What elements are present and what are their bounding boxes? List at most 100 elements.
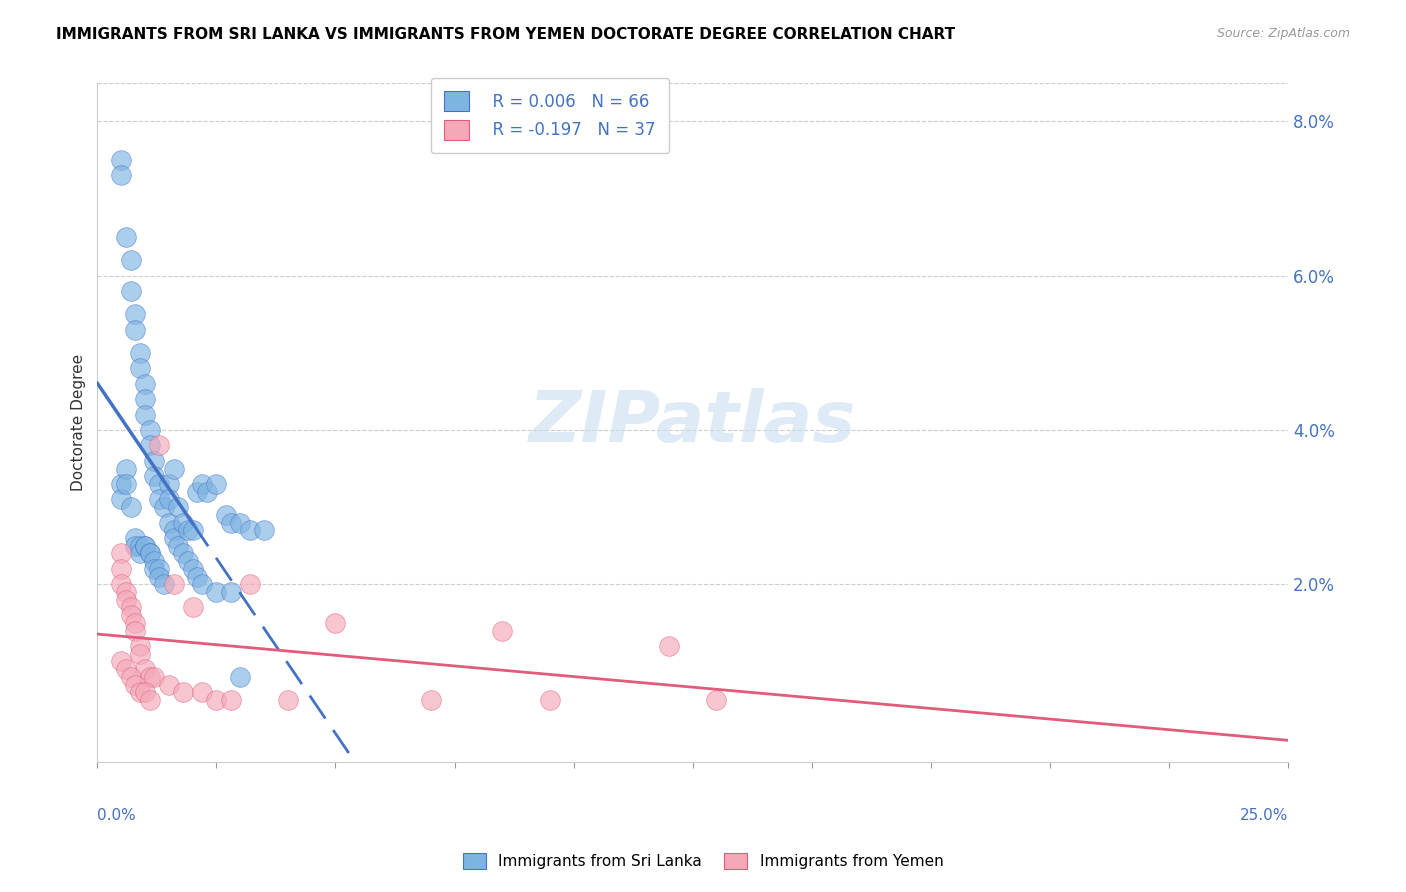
- Point: [186, 484, 208, 499]
- Point: [181, 562, 204, 576]
- Point: [167, 539, 190, 553]
- Point: [706, 693, 728, 707]
- Point: [143, 469, 166, 483]
- Point: [110, 562, 132, 576]
- Text: IMMIGRANTS FROM SRI LANKA VS IMMIGRANTS FROM YEMEN DOCTORATE DEGREE CORRELATION : IMMIGRANTS FROM SRI LANKA VS IMMIGRANTS …: [56, 27, 955, 42]
- Point: [143, 454, 166, 468]
- Point: [129, 647, 152, 661]
- Point: [138, 438, 160, 452]
- Point: [148, 477, 170, 491]
- Point: [177, 523, 200, 537]
- Point: [129, 361, 152, 376]
- Point: [134, 539, 156, 553]
- Text: 25.0%: 25.0%: [1240, 808, 1288, 823]
- Point: [134, 685, 156, 699]
- Point: [191, 477, 214, 491]
- Point: [124, 677, 146, 691]
- Point: [148, 562, 170, 576]
- Point: [153, 500, 176, 514]
- Point: [143, 670, 166, 684]
- Point: [538, 693, 561, 707]
- Point: [138, 423, 160, 437]
- Point: [120, 608, 142, 623]
- Point: [205, 477, 228, 491]
- Point: [277, 693, 299, 707]
- Point: [172, 516, 194, 530]
- Point: [110, 169, 132, 183]
- Point: [172, 546, 194, 560]
- Point: [138, 546, 160, 560]
- Point: [134, 539, 156, 553]
- Point: [219, 693, 242, 707]
- Point: [148, 492, 170, 507]
- Point: [138, 546, 160, 560]
- Point: [219, 585, 242, 599]
- Point: [157, 477, 180, 491]
- Point: [124, 307, 146, 321]
- Point: [148, 569, 170, 583]
- Point: [138, 670, 160, 684]
- Point: [157, 516, 180, 530]
- Point: [162, 577, 184, 591]
- Point: [129, 685, 152, 699]
- Point: [491, 624, 513, 638]
- Point: [115, 461, 138, 475]
- Point: [215, 508, 238, 522]
- Point: [239, 577, 262, 591]
- Point: [419, 693, 441, 707]
- Point: [129, 346, 152, 360]
- Point: [115, 592, 138, 607]
- Point: [115, 477, 138, 491]
- Point: [129, 539, 152, 553]
- Point: [191, 685, 214, 699]
- Point: [120, 670, 142, 684]
- Point: [157, 677, 180, 691]
- Point: [195, 484, 218, 499]
- Point: [110, 492, 132, 507]
- Point: [177, 554, 200, 568]
- Point: [162, 461, 184, 475]
- Point: [143, 554, 166, 568]
- Point: [143, 562, 166, 576]
- Point: [172, 685, 194, 699]
- Point: [134, 392, 156, 406]
- Point: [162, 531, 184, 545]
- Point: [124, 531, 146, 545]
- Point: [129, 639, 152, 653]
- Point: [162, 523, 184, 537]
- Point: [120, 500, 142, 514]
- Point: [110, 477, 132, 491]
- Point: [325, 615, 347, 630]
- Point: [253, 523, 276, 537]
- Point: [120, 284, 142, 298]
- Point: [181, 600, 204, 615]
- Point: [129, 546, 152, 560]
- Point: [115, 662, 138, 676]
- Point: [110, 654, 132, 668]
- Point: [110, 153, 132, 167]
- Legend: Immigrants from Sri Lanka, Immigrants from Yemen: Immigrants from Sri Lanka, Immigrants fr…: [457, 847, 949, 875]
- Point: [658, 639, 681, 653]
- Point: [191, 577, 214, 591]
- Text: 0.0%: 0.0%: [97, 808, 136, 823]
- Point: [110, 546, 132, 560]
- Point: [124, 539, 146, 553]
- Point: [138, 693, 160, 707]
- Point: [124, 323, 146, 337]
- Point: [115, 585, 138, 599]
- Point: [181, 523, 204, 537]
- Text: ZIPatlas: ZIPatlas: [529, 388, 856, 457]
- Point: [134, 376, 156, 391]
- Point: [239, 523, 262, 537]
- Point: [205, 585, 228, 599]
- Point: [229, 516, 252, 530]
- Point: [219, 516, 242, 530]
- Y-axis label: Doctorate Degree: Doctorate Degree: [72, 354, 86, 491]
- Point: [167, 500, 190, 514]
- Point: [124, 624, 146, 638]
- Point: [115, 230, 138, 244]
- Point: [120, 600, 142, 615]
- Point: [134, 408, 156, 422]
- Point: [148, 438, 170, 452]
- Point: [186, 569, 208, 583]
